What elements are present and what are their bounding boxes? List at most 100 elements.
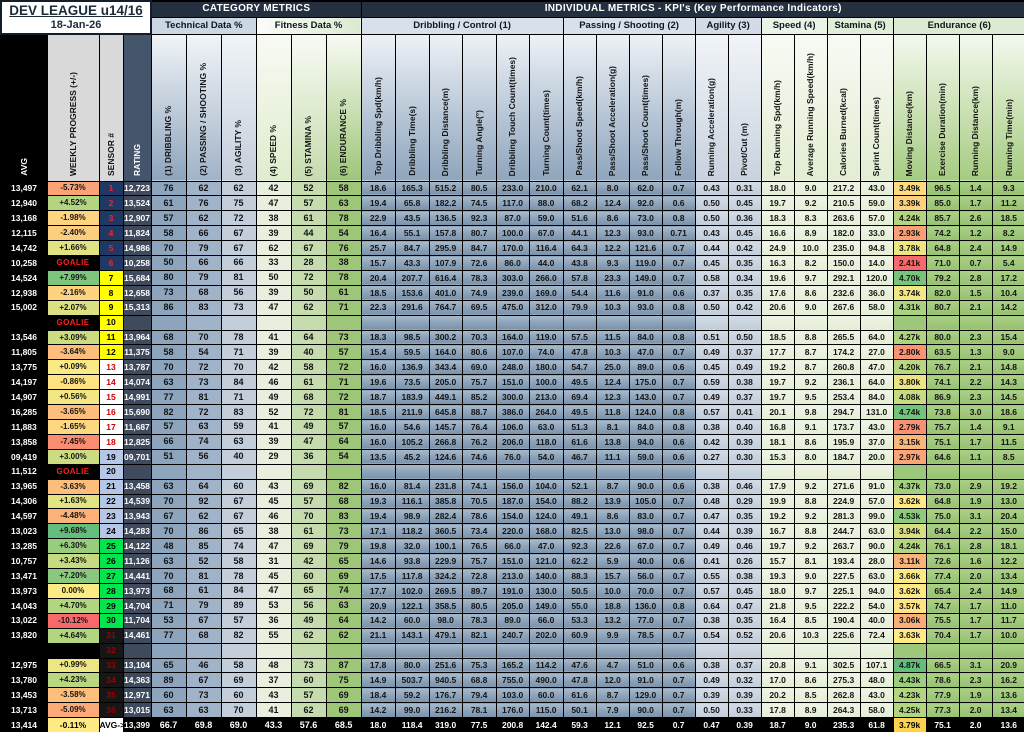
- cell-metric[interactable]: 67: [150, 508, 187, 525]
- cell-metric[interactable]: 479.1: [428, 627, 463, 644]
- cell-metric[interactable]: [495, 642, 530, 659]
- cell-avg[interactable]: 13,820: [0, 627, 48, 644]
- cell-metric[interactable]: 76.1: [925, 538, 960, 555]
- cell-metric[interactable]: 63: [150, 702, 187, 719]
- cell-metric[interactable]: 4.20k: [892, 359, 927, 376]
- cell-metric[interactable]: 0.49: [694, 538, 729, 555]
- cell-metric[interactable]: 20.4: [360, 269, 396, 286]
- cell-metric[interactable]: 71: [220, 344, 257, 361]
- cell-avg[interactable]: 14,597: [0, 508, 48, 525]
- cell-metric[interactable]: 282.4: [428, 508, 463, 525]
- cell-metric[interactable]: 164.0: [428, 344, 463, 361]
- cell-metric[interactable]: 13.8: [595, 433, 630, 450]
- cell-metric[interactable]: 10.0: [991, 627, 1024, 644]
- cell-metric[interactable]: 0.7: [661, 180, 696, 197]
- cell-metric[interactable]: [150, 642, 187, 659]
- cell-metric[interactable]: 1.7: [958, 627, 993, 644]
- cell-metric[interactable]: [595, 314, 630, 331]
- cell-metric[interactable]: 12.3: [595, 389, 630, 406]
- cell-metric[interactable]: 19.2: [991, 478, 1024, 495]
- cell-metric[interactable]: 70: [150, 359, 187, 376]
- cell-metric[interactable]: 84.0: [628, 329, 663, 346]
- cell-metric[interactable]: 0.7: [661, 269, 696, 286]
- cell-metric[interactable]: 94.8: [859, 240, 894, 257]
- cell-metric[interactable]: 57: [150, 210, 187, 227]
- cell-metric[interactable]: 61: [150, 195, 187, 212]
- cell-metric[interactable]: 16.0: [360, 359, 396, 376]
- cell-metric[interactable]: 9.9: [595, 627, 630, 644]
- cell-metric[interactable]: 3.57k: [892, 597, 927, 614]
- cell-metric[interactable]: 70: [150, 523, 187, 540]
- cell-metric[interactable]: 47.8: [562, 344, 597, 361]
- cell-metric[interactable]: 18.6: [991, 404, 1024, 420]
- cell-metric[interactable]: 58: [220, 657, 257, 674]
- cell-metric[interactable]: 90.0: [628, 478, 663, 495]
- cell-metric[interactable]: 60: [290, 672, 327, 689]
- cell-metric[interactable]: 0.35: [727, 284, 762, 301]
- cell-metric[interactable]: 9.3: [991, 180, 1024, 197]
- cell-weekly-progress[interactable]: +6.30%: [46, 538, 100, 555]
- cell-metric[interactable]: 16.0: [360, 478, 396, 495]
- cell-metric[interactable]: 86: [185, 523, 222, 540]
- cell-metric[interactable]: 0.48: [694, 493, 729, 510]
- cell-sensor[interactable]: 9: [98, 299, 124, 316]
- cell-metric[interactable]: 56: [220, 284, 257, 301]
- cell-metric[interactable]: [727, 642, 762, 659]
- cell-metric[interactable]: 0.6: [661, 433, 696, 450]
- cell-sensor[interactable]: 16: [98, 404, 124, 420]
- cell-metric[interactable]: 0.37: [727, 389, 762, 406]
- cell-metric[interactable]: 51.0: [628, 657, 663, 674]
- cell-metric[interactable]: [958, 314, 993, 331]
- cell-metric[interactable]: 12.2: [991, 553, 1024, 570]
- cell-metric[interactable]: 78: [220, 329, 257, 346]
- cell-metric[interactable]: 59.5: [394, 344, 430, 361]
- cell-sensor[interactable]: 23: [98, 508, 124, 525]
- cell-rating[interactable]: 14,991: [122, 389, 152, 406]
- cell-metric[interactable]: 295.9: [428, 240, 463, 257]
- cell-metric[interactable]: 66: [220, 255, 257, 271]
- cell-metric[interactable]: 62: [185, 210, 222, 227]
- cell-weekly-progress[interactable]: +0.09%: [46, 359, 100, 376]
- cell-metric[interactable]: 74.7: [925, 597, 960, 614]
- cell-metric[interactable]: 616.4: [428, 269, 463, 286]
- cell-metric[interactable]: [661, 314, 696, 331]
- cell-metric[interactable]: 8.2: [793, 255, 828, 271]
- cell-metric[interactable]: 8.1: [595, 419, 630, 435]
- cell-sensor[interactable]: 10: [98, 314, 124, 331]
- cell-metric[interactable]: 67.0: [628, 538, 663, 555]
- cell-metric[interactable]: 71: [220, 389, 257, 406]
- cell-metric[interactable]: 75.7: [461, 553, 497, 570]
- cell-weekly-progress[interactable]: -1.98%: [46, 210, 100, 227]
- cell-metric[interactable]: 0.38: [694, 419, 729, 435]
- cell-metric[interactable]: 43.3: [255, 717, 292, 732]
- cell-avg[interactable]: 12,115: [0, 225, 48, 242]
- cell-metric[interactable]: 2.97k: [892, 448, 927, 465]
- cell-metric[interactable]: 71: [325, 374, 362, 391]
- cell-avg[interactable]: 11,512: [0, 463, 48, 480]
- cell-metric[interactable]: 292.1: [826, 269, 861, 286]
- cell-metric[interactable]: 386.0: [495, 404, 530, 420]
- cell-metric[interactable]: [760, 642, 795, 659]
- cell-metric[interactable]: 107.9: [428, 255, 463, 271]
- cell-weekly-progress[interactable]: -10.12%: [46, 612, 100, 629]
- cell-metric[interactable]: 202.0: [528, 627, 564, 644]
- cell-metric[interactable]: 64: [325, 612, 362, 629]
- cell-metric[interactable]: 0.42: [727, 299, 762, 316]
- cell-metric[interactable]: 73: [290, 657, 327, 674]
- cell-metric[interactable]: 47.8: [562, 672, 597, 689]
- cell-metric[interactable]: 79.4: [461, 687, 497, 704]
- cell-metric[interactable]: 18.5: [360, 404, 396, 420]
- cell-metric[interactable]: 0.33: [727, 702, 762, 719]
- cell-metric[interactable]: 70: [290, 508, 327, 525]
- cell-metric[interactable]: 0.38: [727, 374, 762, 391]
- cell-metric[interactable]: 2.3: [958, 329, 993, 346]
- cell-metric[interactable]: 0.46: [727, 538, 762, 555]
- cell-metric[interactable]: 76.5: [461, 538, 497, 555]
- cell-avg[interactable]: 15,002: [0, 299, 48, 316]
- cell-metric[interactable]: 70: [150, 568, 187, 584]
- cell-rating[interactable]: 12,658: [122, 284, 152, 301]
- cell-metric[interactable]: 88.3: [562, 568, 597, 584]
- cell-metric[interactable]: 13.0: [991, 493, 1024, 510]
- cell-metric[interactable]: 3.80k: [892, 374, 927, 391]
- cell-metric[interactable]: 0.42: [694, 433, 729, 450]
